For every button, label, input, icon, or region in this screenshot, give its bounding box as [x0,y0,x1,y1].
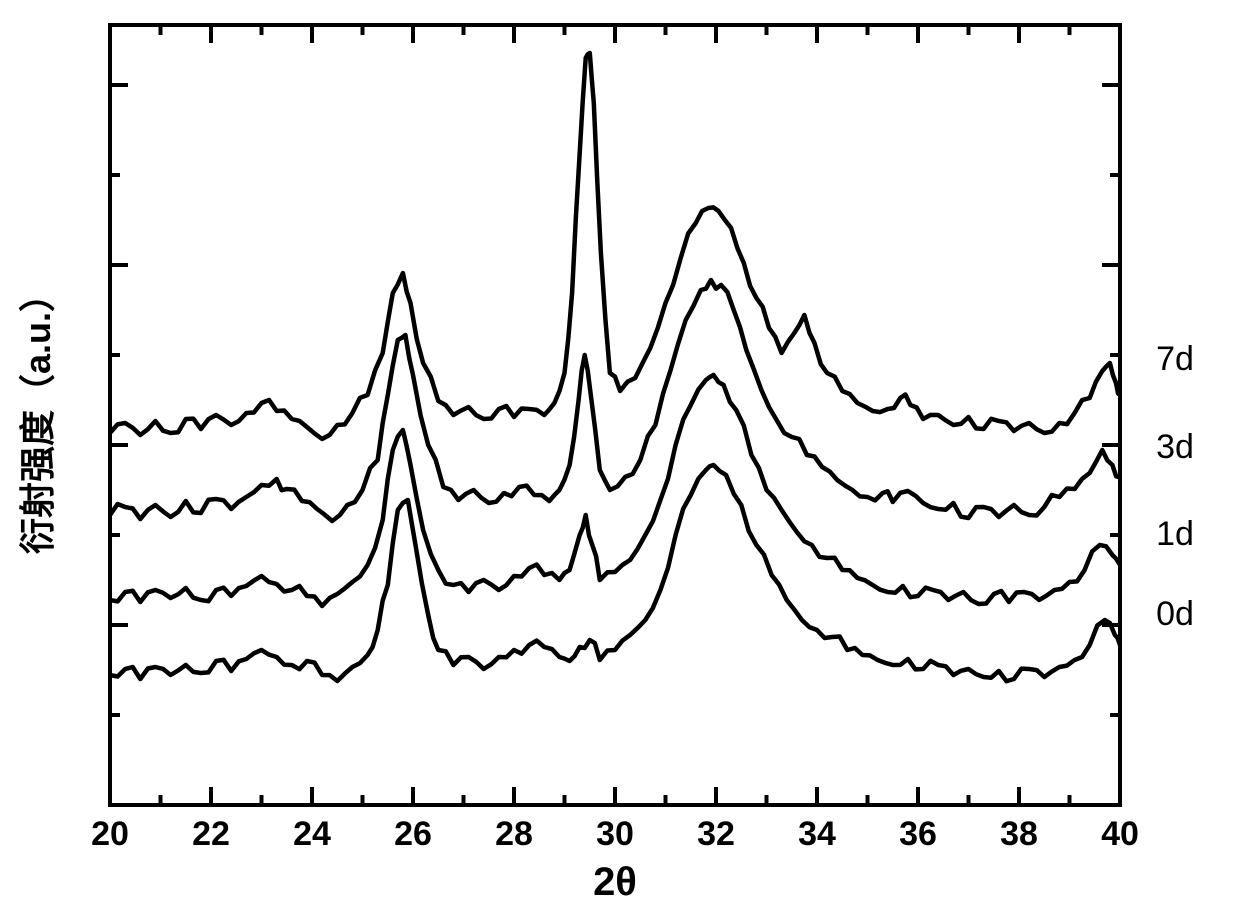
svg-text:34: 34 [798,815,836,853]
series-label-1d: 1d [1156,515,1194,553]
xrd-chart: 20 22 24 26 28 30 32 34 36 38 40 0d 1d 3d 7d 2θ 衍射强度（a.u… [0,0,1240,924]
svg-text:32: 32 [697,815,735,853]
svg-text:38: 38 [1000,815,1038,853]
svg-text:36: 36 [899,815,937,853]
svg-text:24: 24 [293,815,331,853]
series-label-7d: 7d [1156,340,1194,378]
series-label-0d: 0d [1156,595,1194,633]
svg-text:30: 30 [596,815,634,853]
svg-text:22: 22 [192,815,230,853]
series-label-3d: 3d [1156,428,1194,466]
svg-text:28: 28 [495,815,533,853]
svg-text:20: 20 [91,815,129,853]
y-axis-label: 衍射强度（a.u.） [17,276,58,554]
svg-text:40: 40 [1101,815,1139,853]
svg-text:26: 26 [394,815,432,853]
x-axis-label: 2θ [593,860,637,904]
